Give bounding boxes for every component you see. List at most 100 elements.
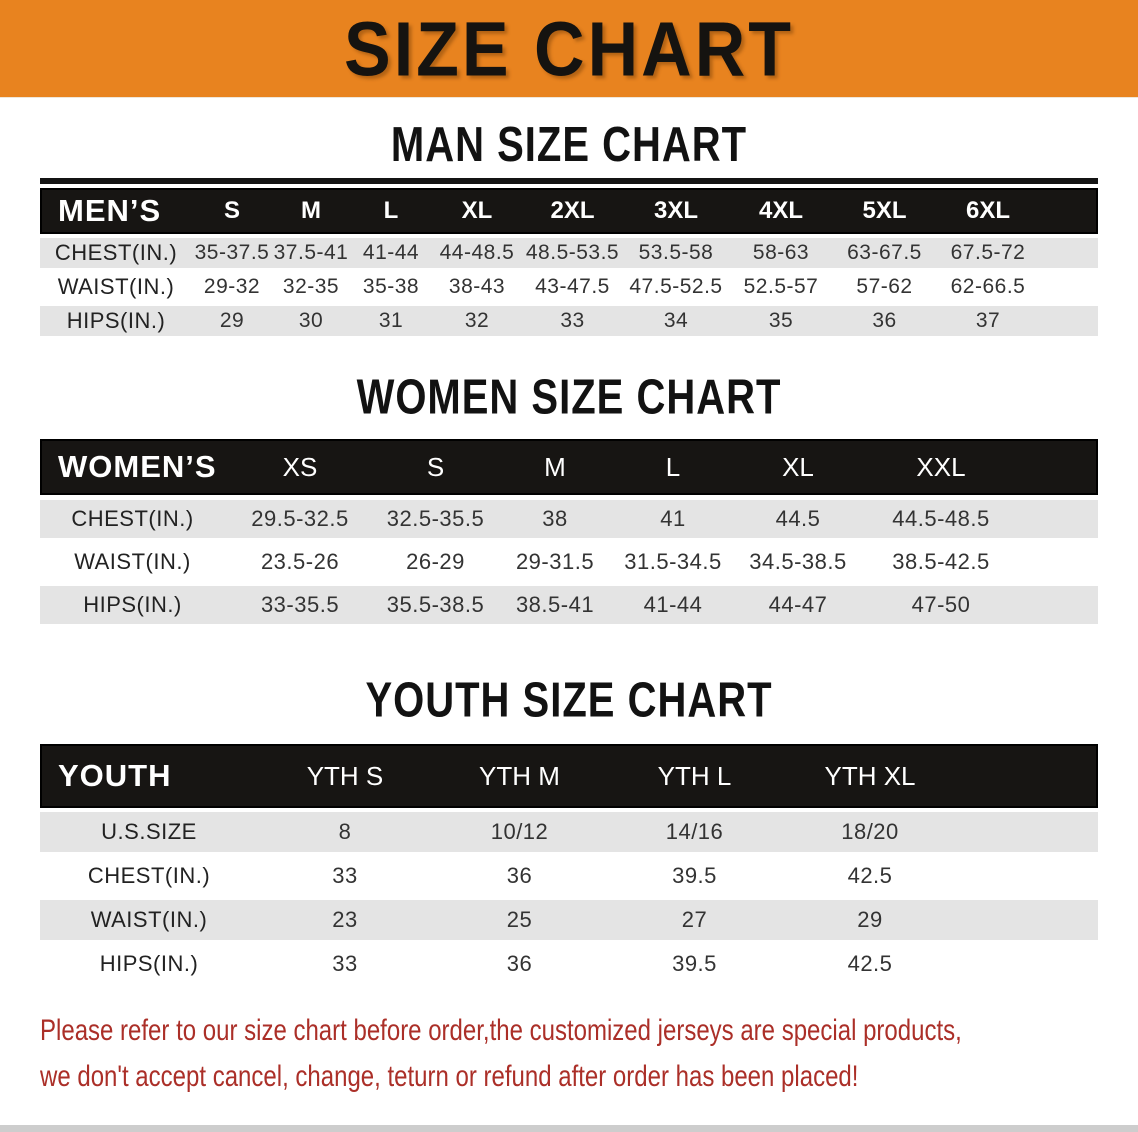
table-title-cell: MEN’S — [40, 188, 192, 234]
row-label-cell: HIPS(IN.) — [40, 944, 258, 984]
value-cell: 32 — [432, 306, 522, 336]
value-cell: 34.5-38.5 — [732, 543, 864, 581]
spacer-cell — [958, 744, 1098, 808]
value-cell: 44-47 — [732, 586, 864, 624]
value-cell: 34 — [623, 306, 729, 336]
value-cell: 33-35.5 — [225, 586, 375, 624]
value-cell: 37 — [936, 306, 1040, 336]
row-label-cell: U.S.SIZE — [40, 812, 258, 852]
value-cell: 52.5-57 — [729, 272, 833, 302]
value-cell: 35-37.5 — [192, 238, 272, 268]
table-row: WAIST(IN.) 23.5-26 26-29 29-31.5 31.5-34.5 34… — [40, 543, 1098, 581]
spacer-cell — [1018, 500, 1098, 538]
man-size-table: MEN’S S M L XL 2XL 3XL 4XL 5XL 6XL CHEST(IN.) 35-37… — [40, 184, 1098, 340]
women-section-heading-text: WOMEN SIZE CHART — [356, 371, 782, 425]
size-header-cell: S — [375, 439, 496, 495]
value-cell: 29 — [782, 900, 958, 940]
value-cell: 18/20 — [782, 812, 958, 852]
value-cell: 44.5-48.5 — [864, 500, 1018, 538]
size-header-cell: 4XL — [729, 188, 833, 234]
value-cell: 35 — [729, 306, 833, 336]
value-cell: 41-44 — [614, 586, 732, 624]
value-cell: 58-63 — [729, 238, 833, 268]
table-row: HIPS(IN.) 29 30 31 32 33 34 35 36 37 — [40, 306, 1098, 336]
size-header-cell: 6XL — [936, 188, 1040, 234]
order-note-line-1: Please refer to our size chart before or… — [40, 1014, 962, 1047]
value-cell: 30 — [272, 306, 350, 336]
spacer-cell — [1040, 238, 1098, 268]
value-cell: 44-48.5 — [432, 238, 522, 268]
row-label-cell: WAIST(IN.) — [40, 543, 225, 581]
table-row: U.S.SIZE 8 10/12 14/16 18/20 — [40, 812, 1098, 852]
size-header-cell: 2XL — [522, 188, 623, 234]
size-header-cell: XXL — [864, 439, 1018, 495]
value-cell: 36 — [833, 306, 936, 336]
value-cell: 8 — [258, 812, 432, 852]
value-cell: 29.5-32.5 — [225, 500, 375, 538]
size-header-cell: L — [350, 188, 432, 234]
value-cell: 63-67.5 — [833, 238, 936, 268]
size-header-cell: L — [614, 439, 732, 495]
spacer-cell — [1018, 586, 1098, 624]
value-cell: 29-32 — [192, 272, 272, 302]
value-cell: 32.5-35.5 — [375, 500, 496, 538]
row-label-cell: HIPS(IN.) — [40, 306, 192, 336]
value-cell: 42.5 — [782, 856, 958, 896]
value-cell: 67.5-72 — [936, 238, 1040, 268]
table-row: CHEST(IN.) 35-37.5 37.5-41 41-44 44-48.5 48.5… — [40, 238, 1098, 268]
row-label-cell: CHEST(IN.) — [40, 500, 225, 538]
man-table-top-rule — [40, 178, 1098, 184]
table-title-cell: WOMEN’S — [40, 439, 225, 495]
value-cell: 36 — [432, 856, 607, 896]
value-cell: 39.5 — [607, 944, 782, 984]
size-header-cell: YTH XL — [782, 744, 958, 808]
size-header-cell: XL — [732, 439, 864, 495]
size-header-cell: M — [496, 439, 614, 495]
value-cell: 39.5 — [607, 856, 782, 896]
table-row: WAIST(IN.) 23 25 27 29 — [40, 900, 1098, 940]
size-header-cell: 3XL — [623, 188, 729, 234]
table-row: CHEST(IN.) 29.5-32.5 32.5-35.5 38 41 44.5 44.5… — [40, 500, 1098, 538]
value-cell: 41-44 — [350, 238, 432, 268]
value-cell: 37.5-41 — [272, 238, 350, 268]
value-cell: 44.5 — [732, 500, 864, 538]
table-row: CHEST(IN.) 33 36 39.5 42.5 — [40, 856, 1098, 896]
value-cell: 47.5-52.5 — [623, 272, 729, 302]
table-title-cell: YOUTH — [40, 744, 258, 808]
value-cell: 23.5-26 — [225, 543, 375, 581]
spacer-cell — [1040, 272, 1098, 302]
value-cell: 23 — [258, 900, 432, 940]
value-cell: 62-66.5 — [936, 272, 1040, 302]
banner-title: SIZE CHART — [344, 5, 794, 92]
value-cell: 35-38 — [350, 272, 432, 302]
table-row: WAIST(IN.) 29-32 32-35 35-38 38-43 43-47.5 47.… — [40, 272, 1098, 302]
size-header-cell: XL — [432, 188, 522, 234]
size-header-row: YOUTH YTH S YTH M YTH L YTH XL — [40, 744, 1098, 808]
value-cell: 38.5-42.5 — [864, 543, 1018, 581]
value-cell: 31 — [350, 306, 432, 336]
value-cell: 10/12 — [432, 812, 607, 852]
value-cell: 42.5 — [782, 944, 958, 984]
size-header-cell: 5XL — [833, 188, 936, 234]
value-cell: 32-35 — [272, 272, 350, 302]
size-header-cell: XS — [225, 439, 375, 495]
youth-section-heading: YOUTH SIZE CHART — [0, 674, 1138, 728]
value-cell: 38-43 — [432, 272, 522, 302]
value-cell: 47-50 — [864, 586, 1018, 624]
row-label-cell: WAIST(IN.) — [40, 272, 192, 302]
man-section-heading-text: MAN SIZE CHART — [390, 118, 748, 172]
value-cell: 33 — [258, 944, 432, 984]
value-cell: 33 — [522, 306, 623, 336]
table-row: HIPS(IN.) 33-35.5 35.5-38.5 38.5-41 41-44 44-… — [40, 586, 1098, 624]
value-cell: 43-47.5 — [522, 272, 623, 302]
size-header-row: WOMEN’S XS S M L XL XXL — [40, 439, 1098, 495]
value-cell: 35.5-38.5 — [375, 586, 496, 624]
size-header-cell: S — [192, 188, 272, 234]
size-header-cell: M — [272, 188, 350, 234]
man-section-heading: MAN SIZE CHART — [0, 118, 1138, 172]
order-note: Please refer to our size chart before or… — [40, 1008, 1098, 1100]
size-header-cell: YTH L — [607, 744, 782, 808]
spacer-cell — [1018, 543, 1098, 581]
spacer-cell — [958, 944, 1098, 984]
